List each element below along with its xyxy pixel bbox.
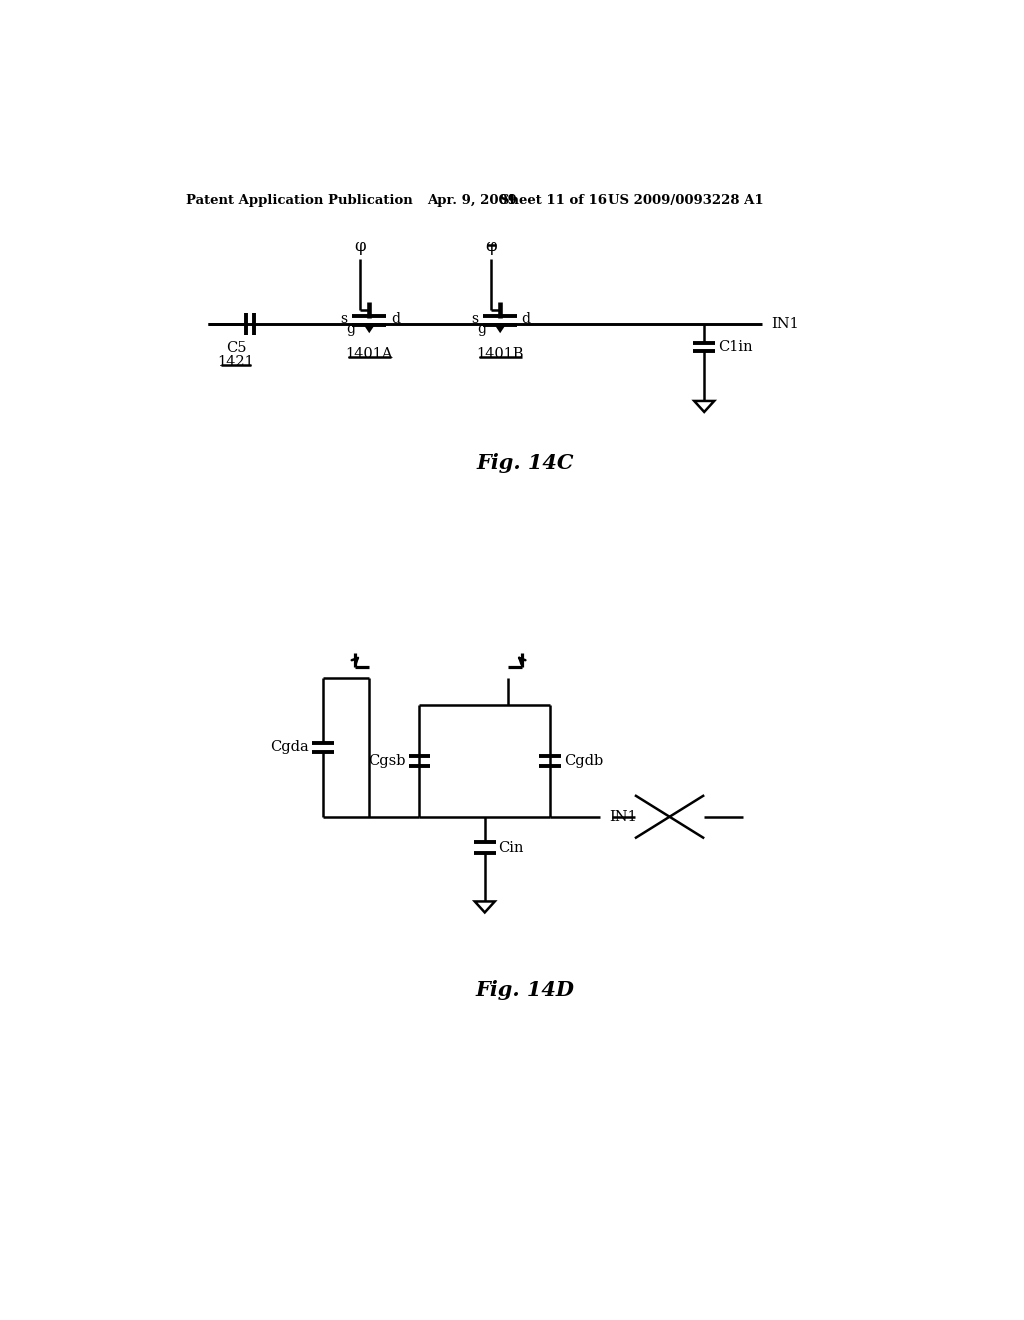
Text: d: d	[521, 313, 530, 326]
Text: US 2009/0093228 A1: US 2009/0093228 A1	[608, 194, 764, 207]
Text: Patent Application Publication: Patent Application Publication	[186, 194, 413, 207]
Text: s: s	[341, 313, 348, 326]
Text: Sheet 11 of 16: Sheet 11 of 16	[500, 194, 607, 207]
Text: φ: φ	[354, 238, 366, 255]
Polygon shape	[494, 323, 506, 333]
Text: Cgda: Cgda	[270, 741, 309, 755]
Text: 1421: 1421	[218, 355, 254, 368]
Text: g: g	[346, 322, 355, 337]
Text: Apr. 9, 2009: Apr. 9, 2009	[427, 194, 517, 207]
Text: IN1: IN1	[609, 809, 637, 824]
Text: 1401B: 1401B	[476, 347, 524, 362]
Text: Cgdb: Cgdb	[564, 754, 603, 768]
Text: Fig. 14D: Fig. 14D	[475, 979, 574, 1001]
Text: C1in: C1in	[718, 341, 753, 354]
Text: Fig. 14C: Fig. 14C	[476, 453, 573, 473]
Text: Cin: Cin	[499, 841, 524, 854]
Text: g: g	[477, 322, 486, 337]
Text: 1401A: 1401A	[345, 347, 393, 362]
Text: Cgsb: Cgsb	[368, 754, 406, 768]
Polygon shape	[364, 323, 376, 333]
Text: φ: φ	[485, 238, 497, 255]
Text: d: d	[391, 313, 399, 326]
Text: C5: C5	[226, 341, 247, 355]
Text: IN1: IN1	[771, 317, 799, 331]
Text: s: s	[471, 313, 478, 326]
